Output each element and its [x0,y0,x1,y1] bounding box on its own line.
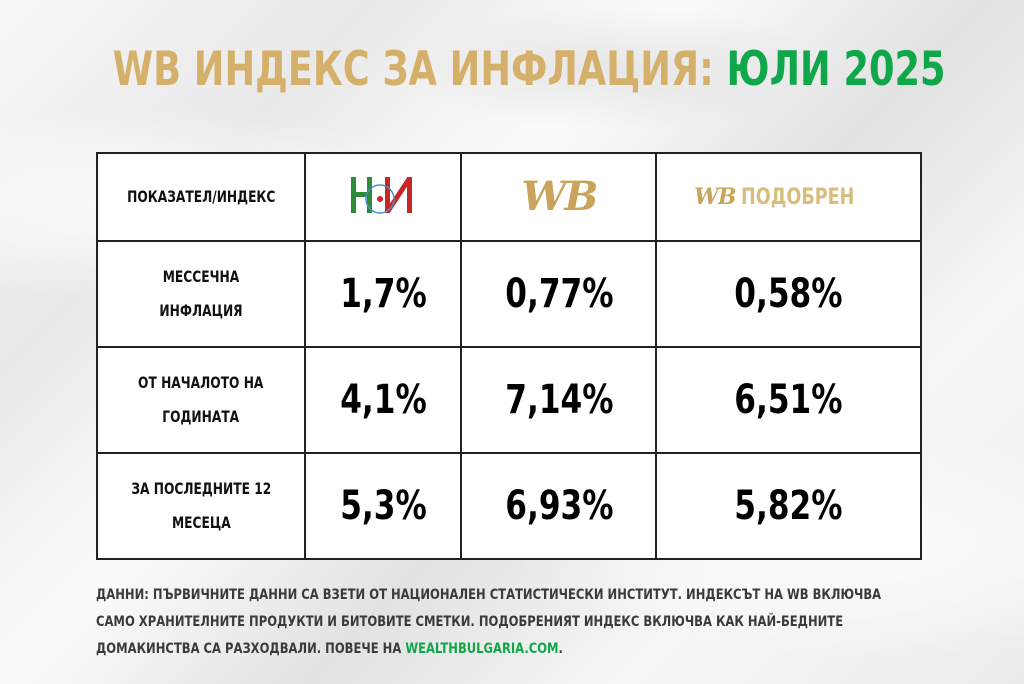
row-label-line: ИНФЛАЦИЯ [159,300,243,320]
value-cell-wb-better: 5,82% [655,451,922,561]
wb-better-logo-icon: WB [694,183,736,210]
header-wb-cell: WB [460,152,658,242]
nsi-logo-icon [345,169,421,225]
footnote-end: . [558,641,563,657]
header-label-cell: ПОКАЗАТЕЛ/ИНДЕКС [96,152,306,242]
header-label: ПОКАЗАТЕЛ/ИНДЕКС [126,186,276,206]
value-cell-wb: 0,77% [460,239,658,348]
value-cell-wb: 6,93% [460,451,658,561]
row-label-line: МЕССЕЧНА [162,266,240,286]
table-header-row: ПОКАЗАТЕЛ/ИНДЕКС WB WB [96,152,922,242]
row-label-cell: ЗА ПОСЛЕДНИТЕ 12 МЕСЕЦА [96,451,306,561]
row-label-line: МЕСЕЦА [171,512,231,532]
row-label-cell: ОТ НАЧАЛОТО НА ГОДИНАТА [96,345,306,454]
source-footnote: ДАННИ: ПЪРВИЧНИТЕ ДАННИ СА ВЗЕТИ ОТ НАЦИ… [96,582,922,663]
value-nsi: 5,3% [339,482,427,529]
table-row: ОТ НАЧАЛОТО НА ГОДИНАТА 4,1% 7,14% 6,51% [96,345,922,454]
title-main: WB ИНДЕКС ЗА ИНФЛАЦИЯ: [112,42,714,97]
value-nsi: 4,1% [339,376,427,423]
table-row: МЕССЕЧНА ИНФЛАЦИЯ 1,7% 0,77% 0,58% [96,239,922,348]
value-cell-nsi: 1,7% [303,239,463,348]
value-cell-nsi: 5,3% [303,451,463,561]
row-label: ЗА ПОСЛЕДНИТЕ 12 МЕСЕЦА [131,472,271,540]
page-title: WB ИНДЕКС ЗА ИНФЛАЦИЯ: ЮЛИ 2025 [112,42,946,97]
value-cell-nsi: 4,1% [303,345,463,454]
row-label-line: ОТ НАЧАЛОТО НА [138,372,264,392]
header-wb-better-cell: WB ПОДОБРЕН [655,152,922,242]
row-label-cell: МЕССЕЧНА ИНФЛАЦИЯ [96,239,306,348]
value-cell-wb-better: 6,51% [655,345,922,454]
header-nsi-cell [303,152,463,242]
value-wb: 7,14% [504,376,614,423]
value-wb-better: 6,51% [734,376,843,423]
table-row: ЗА ПОСЛЕДНИТЕ 12 МЕСЕЦА 5,3% 6,93% 5,82% [96,451,922,561]
row-label-line: ЗА ПОСЛЕДНИТЕ 12 [131,478,271,498]
website-link[interactable]: WEALTHBULGARIA.COM [405,641,559,657]
row-label: ОТ НАЧАЛОТО НА ГОДИНАТА [138,366,263,434]
value-cell-wb-better: 0,58% [655,239,922,348]
inflation-table: ПОКАЗАТЕЛ/ИНДЕКС WB WB [96,152,922,561]
value-wb-better: 0,58% [734,270,843,317]
footnote-text: ДАННИ: ПЪРВИЧНИТЕ ДАННИ СА ВЗЕТИ ОТ НАЦИ… [96,587,882,657]
wb-better-label: ПОДОБРЕН [741,184,855,210]
title-highlight: ЮЛИ 2025 [726,42,946,97]
row-label-line: ГОДИНАТА [162,406,240,426]
value-wb: 0,77% [504,270,614,317]
value-cell-wb: 7,14% [460,345,658,454]
wb-logo-icon: WB [521,173,599,221]
value-wb-better: 5,82% [734,482,843,529]
value-wb: 6,93% [504,482,614,529]
value-nsi: 1,7% [339,270,427,317]
row-label: МЕССЕЧНА ИНФЛАЦИЯ [159,260,242,328]
